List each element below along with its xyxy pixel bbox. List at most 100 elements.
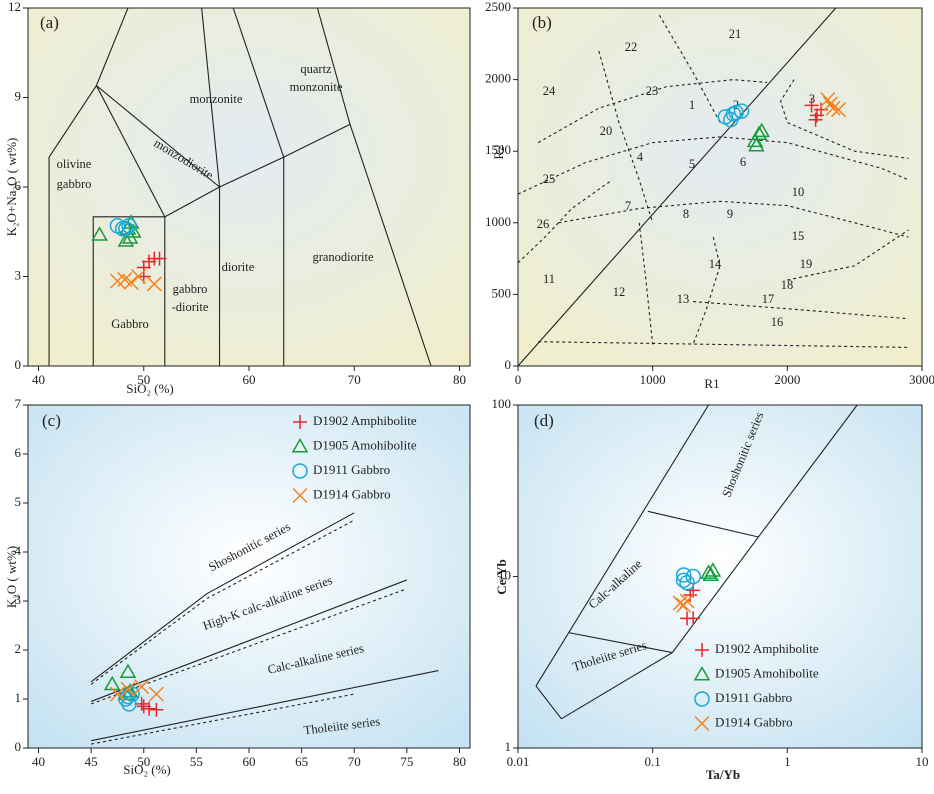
x-axis-title: SiO₂ (%) bbox=[123, 762, 171, 777]
region-label: 26 bbox=[537, 217, 550, 231]
marker-triangle bbox=[700, 564, 717, 579]
field-boundary bbox=[96, 85, 220, 188]
marker-plus bbox=[808, 112, 823, 127]
field-boundary bbox=[598, 50, 654, 223]
y-tick-label: 2500 bbox=[485, 0, 511, 14]
x-tick-label: 45 bbox=[85, 754, 98, 769]
x-tick-label: 0 bbox=[515, 372, 522, 387]
y-axis-title: R2 bbox=[491, 144, 506, 159]
marker-triangle bbox=[748, 136, 765, 152]
legend-marker bbox=[292, 487, 308, 504]
marker-circle bbox=[121, 218, 137, 234]
y-tick-label: 0 bbox=[15, 357, 22, 372]
field-boundary bbox=[90, 512, 355, 683]
marker-x bbox=[130, 268, 147, 285]
marker-plus bbox=[134, 696, 149, 711]
legend-label: D1914 Gabbro bbox=[313, 486, 391, 501]
marker-triangle bbox=[702, 566, 720, 582]
field-boundary bbox=[537, 79, 768, 144]
field-boundary bbox=[787, 229, 909, 281]
field-boundary bbox=[647, 510, 759, 538]
plot-area bbox=[518, 8, 909, 366]
y-tick-label: 4 bbox=[15, 543, 22, 558]
y-axis-title: K₂O+Na₂O ( wt%) bbox=[4, 138, 19, 237]
field-boundary bbox=[92, 216, 166, 366]
y-tick-label: 1500 bbox=[485, 142, 511, 157]
legend-marker bbox=[694, 715, 710, 732]
x-tick-label: 80 bbox=[453, 372, 466, 387]
legend-label: D1902 Amphibolite bbox=[715, 641, 819, 656]
x-tick-label: 3000 bbox=[909, 372, 934, 387]
y-tick-label: 0 bbox=[505, 357, 512, 372]
x-tick-label: 70 bbox=[348, 372, 361, 387]
panel-label: (d) bbox=[534, 411, 554, 430]
region-label: gabbro bbox=[57, 177, 92, 191]
region-label: 14 bbox=[709, 257, 722, 271]
marker-x bbox=[830, 102, 847, 118]
legend-label: D1905 Amohibolite bbox=[715, 665, 819, 680]
marker-plus bbox=[686, 611, 701, 626]
panel-label: (b) bbox=[532, 13, 552, 32]
field-boundary bbox=[518, 179, 613, 264]
marker-triangle bbox=[117, 232, 135, 247]
region-label: 16 bbox=[771, 315, 784, 329]
x-axis-title: R1 bbox=[704, 376, 719, 391]
region-label: 20 bbox=[600, 124, 613, 138]
region-label: gabbro bbox=[173, 282, 208, 296]
field-boundary bbox=[638, 222, 654, 345]
panel-label: (a) bbox=[40, 13, 59, 32]
field-boundary bbox=[232, 8, 285, 158]
y-tick-label: 9 bbox=[15, 88, 22, 103]
marker-circle bbox=[118, 221, 134, 237]
y-tick-label: 3 bbox=[15, 267, 22, 282]
y-tick-label: 6 bbox=[15, 445, 22, 460]
field-boundary bbox=[90, 519, 355, 685]
marker-circle bbox=[121, 696, 137, 712]
field-boundary bbox=[201, 8, 221, 188]
panel-label: (c) bbox=[42, 411, 61, 430]
x-tick-label: 65 bbox=[295, 754, 308, 769]
region-label: 19 bbox=[800, 257, 813, 271]
region-label: 12 bbox=[613, 285, 626, 299]
region-label: 5 bbox=[689, 157, 695, 171]
region-label: 23 bbox=[646, 84, 659, 98]
x-tick-label: 60 bbox=[243, 372, 256, 387]
legend-marker bbox=[695, 643, 709, 657]
y-tick-label: 3 bbox=[15, 592, 22, 607]
marker-triangle bbox=[753, 122, 771, 138]
marker-x bbox=[822, 96, 838, 112]
y-tick-label: 7 bbox=[15, 396, 22, 411]
region-label: quartz bbox=[300, 62, 332, 76]
field-boundary bbox=[518, 136, 909, 195]
region-label: 1 bbox=[689, 98, 695, 112]
y-tick-label: 6 bbox=[15, 178, 22, 193]
marker-x bbox=[825, 100, 841, 116]
marker-circle bbox=[685, 568, 701, 585]
marker-circle bbox=[124, 686, 140, 702]
x-tick-label: 0.01 bbox=[507, 754, 530, 769]
x-tick-label: 40 bbox=[32, 372, 45, 387]
field-boundary bbox=[535, 685, 562, 720]
y-tick-label: 1 bbox=[505, 739, 512, 754]
marker-x bbox=[123, 274, 139, 290]
region-label: 18 bbox=[781, 278, 794, 292]
marker-circle bbox=[733, 103, 750, 119]
field-boundary bbox=[518, 8, 837, 366]
marker-x bbox=[109, 686, 125, 702]
region-label: monzonite bbox=[290, 80, 343, 94]
y-axis-title: Ce/Yb bbox=[494, 559, 509, 594]
marker-triangle bbox=[746, 132, 764, 148]
region-label: 4 bbox=[637, 150, 644, 164]
marker-x bbox=[146, 276, 162, 292]
x-tick-label: 50 bbox=[137, 754, 150, 769]
legend-marker bbox=[693, 665, 711, 681]
x-tick-label: 75 bbox=[400, 754, 413, 769]
region-label: 25 bbox=[543, 172, 556, 186]
plot-background bbox=[28, 8, 470, 366]
x-tick-label: 70 bbox=[348, 754, 361, 769]
y-tick-label: 100 bbox=[492, 396, 512, 411]
y-tick-label: 10 bbox=[498, 567, 511, 582]
y-tick-label: 5 bbox=[15, 494, 22, 509]
region-label: 7 bbox=[625, 199, 631, 213]
